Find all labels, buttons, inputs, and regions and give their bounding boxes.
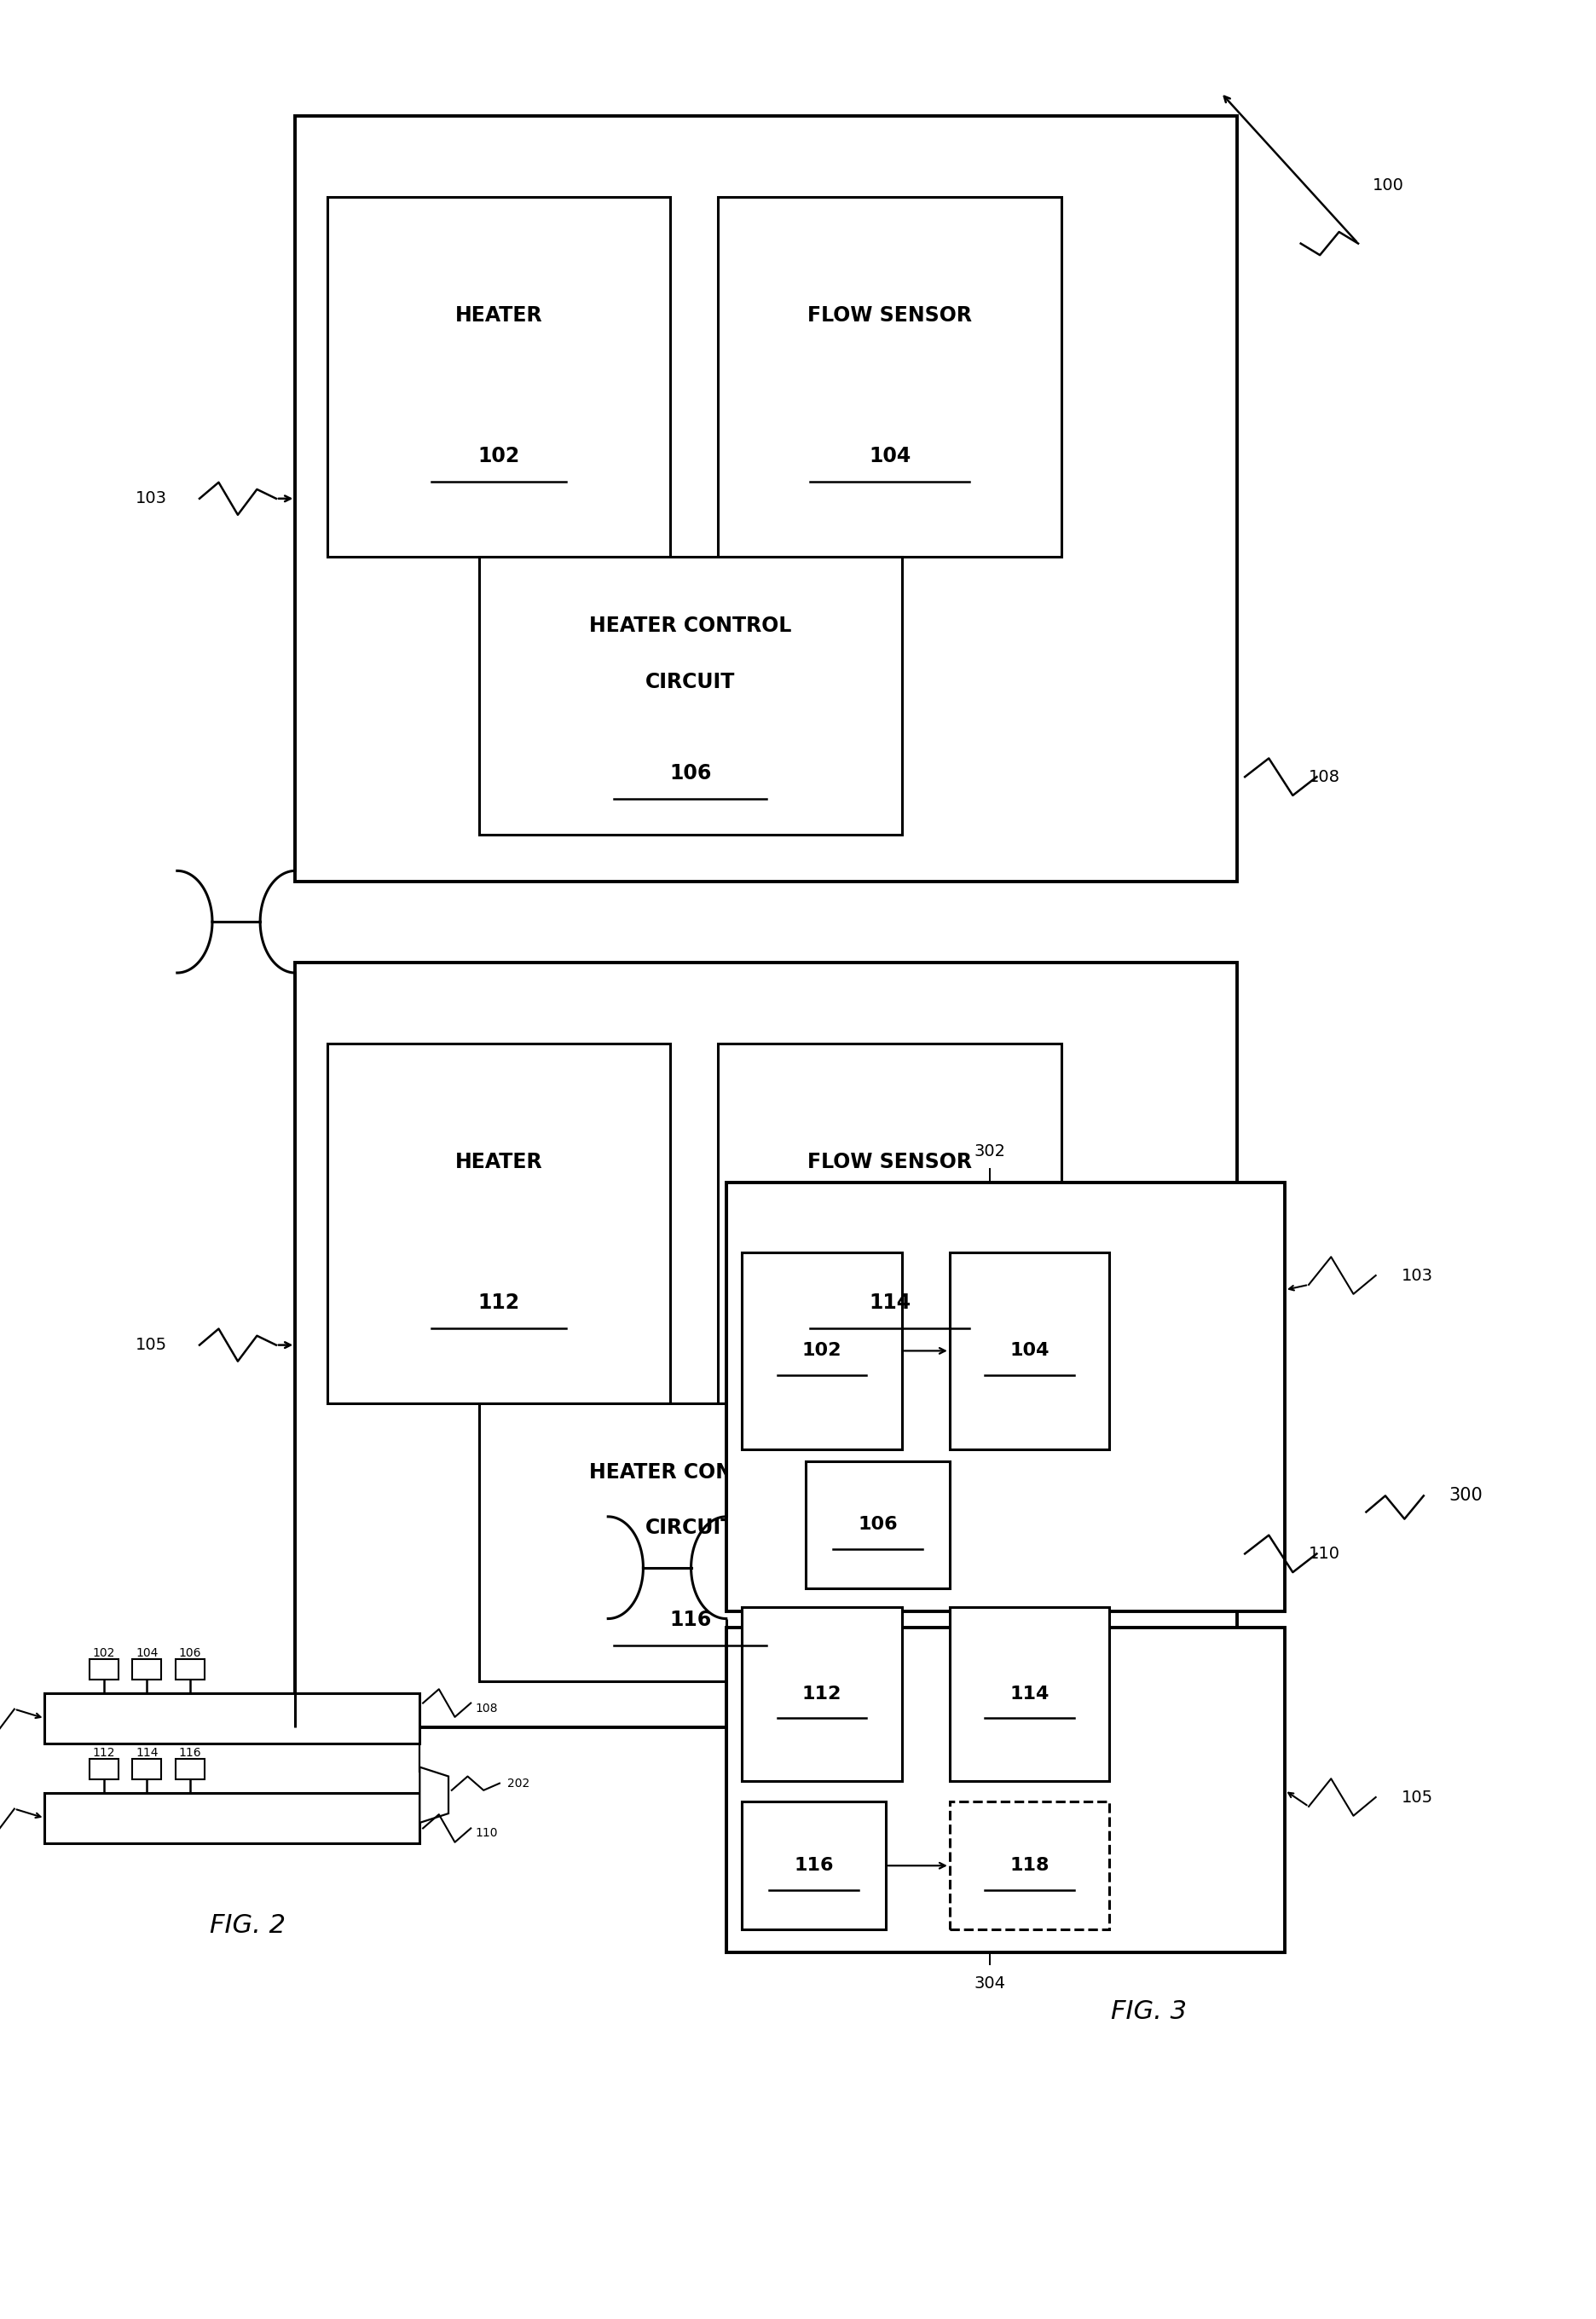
Text: 106: 106 — [179, 1646, 201, 1660]
Text: 116: 116 — [669, 1609, 712, 1630]
Text: 114: 114 — [136, 1746, 158, 1760]
Text: 104: 104 — [136, 1646, 158, 1660]
Bar — [726, 1183, 1285, 1612]
Bar — [718, 197, 1061, 557]
Bar — [479, 557, 902, 835]
Bar — [950, 1607, 1109, 1781]
Bar — [806, 1461, 950, 1589]
Bar — [176, 1758, 204, 1779]
Bar — [742, 1252, 902, 1449]
Text: 104: 104 — [1010, 1343, 1049, 1359]
Bar — [950, 1252, 1109, 1449]
Text: 103: 103 — [1401, 1268, 1433, 1282]
Bar — [295, 116, 1237, 881]
Bar — [89, 1758, 118, 1779]
Text: HEATER: HEATER — [455, 306, 543, 327]
Bar — [718, 1044, 1061, 1403]
Text: FIG. 3: FIG. 3 — [1111, 1999, 1187, 2024]
Text: 110: 110 — [1309, 1547, 1341, 1561]
Bar — [742, 1802, 886, 1929]
Text: FIG. 1: FIG. 1 — [744, 1194, 820, 1220]
Bar — [132, 1658, 161, 1679]
Text: 116: 116 — [795, 1858, 833, 1874]
Text: 102: 102 — [803, 1343, 841, 1359]
Text: 112: 112 — [477, 1292, 520, 1313]
Bar — [479, 1403, 902, 1681]
Text: 112: 112 — [803, 1686, 841, 1702]
Bar — [132, 1758, 161, 1779]
Text: FLOW SENSOR: FLOW SENSOR — [808, 1153, 972, 1173]
Text: 304: 304 — [974, 1976, 1005, 1992]
Text: HEATER: HEATER — [455, 1153, 543, 1173]
Text: CIRCUIT: CIRCUIT — [645, 673, 736, 691]
Bar — [176, 1658, 204, 1679]
Text: 300: 300 — [1449, 1486, 1483, 1505]
Text: 116: 116 — [179, 1746, 201, 1760]
Bar — [742, 1607, 902, 1781]
Bar — [726, 1628, 1285, 1953]
Bar — [89, 1658, 118, 1679]
Text: 105: 105 — [1401, 1790, 1433, 1804]
Text: 114: 114 — [1010, 1686, 1049, 1702]
Text: 108: 108 — [476, 1702, 498, 1714]
Text: FIG. 2: FIG. 2 — [209, 1913, 286, 1939]
Text: 105: 105 — [136, 1338, 168, 1352]
Bar — [45, 1693, 420, 1744]
Text: 108: 108 — [1309, 770, 1341, 784]
Text: 103: 103 — [136, 492, 168, 506]
Text: 118: 118 — [1010, 1858, 1049, 1874]
Text: 104: 104 — [868, 445, 911, 466]
Bar — [295, 962, 1237, 1728]
Text: 102: 102 — [477, 445, 520, 466]
Bar — [327, 1044, 670, 1403]
Text: 112: 112 — [93, 1746, 115, 1760]
Text: 302: 302 — [974, 1143, 1005, 1160]
Text: CIRCUIT: CIRCUIT — [645, 1519, 736, 1537]
Polygon shape — [420, 1767, 448, 1823]
Text: 100: 100 — [1373, 179, 1404, 192]
Text: FLOW SENSOR: FLOW SENSOR — [808, 306, 972, 327]
Text: 114: 114 — [868, 1292, 911, 1313]
Text: 202: 202 — [508, 1776, 530, 1790]
Text: 110: 110 — [476, 1827, 498, 1839]
Text: 102: 102 — [93, 1646, 115, 1660]
Bar — [45, 1793, 420, 1844]
Bar — [327, 197, 670, 557]
Text: HEATER CONTROL: HEATER CONTROL — [589, 617, 792, 635]
Text: HEATER CONTROL: HEATER CONTROL — [589, 1463, 792, 1482]
Text: 106: 106 — [859, 1517, 897, 1533]
Bar — [950, 1802, 1109, 1929]
Text: 106: 106 — [669, 763, 712, 784]
